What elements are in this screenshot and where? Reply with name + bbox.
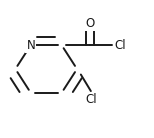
Text: N: N (26, 39, 35, 52)
Text: O: O (85, 17, 95, 30)
Text: Cl: Cl (114, 39, 126, 52)
Text: Cl: Cl (85, 93, 97, 106)
